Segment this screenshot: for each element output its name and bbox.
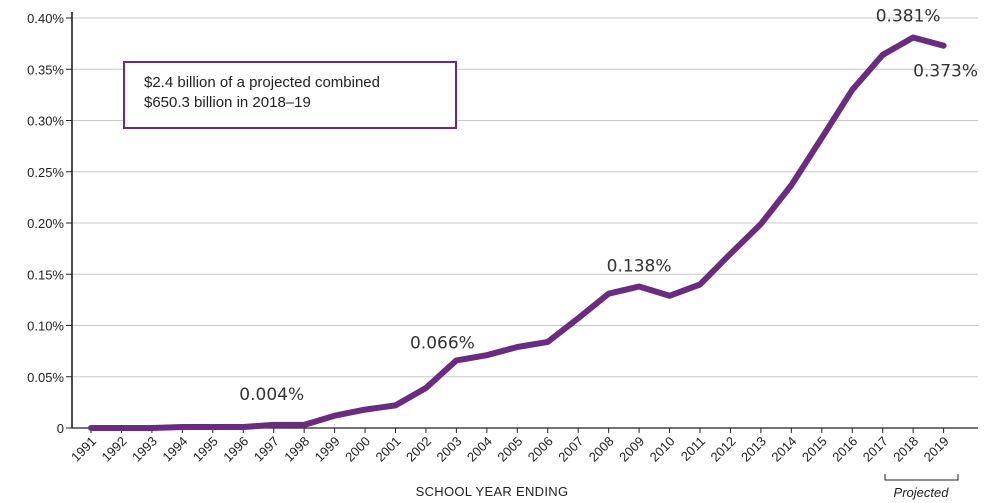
x-tick-label: 1991 xyxy=(68,434,99,465)
y-tick-label: 0.25% xyxy=(27,165,64,180)
x-tick-label: 2005 xyxy=(494,434,525,465)
x-axis-label: SCHOOL YEAR ENDING xyxy=(416,484,569,499)
data-label: 0.373% xyxy=(913,62,978,82)
x-tick-label: 2003 xyxy=(433,434,464,465)
x-tick-label: 2009 xyxy=(616,434,647,465)
y-tick-label: 0.30% xyxy=(27,114,64,129)
y-tick-label: 0.05% xyxy=(27,370,64,385)
callout-box: $2.4 billion of a projected combined $65… xyxy=(123,61,457,129)
y-tick-label: 0.35% xyxy=(27,62,64,77)
x-tick-label: 2004 xyxy=(464,434,495,465)
x-tick-label: 1995 xyxy=(190,434,221,465)
x-tick-label: 2006 xyxy=(525,434,556,465)
data-label: 0.381% xyxy=(876,6,941,26)
x-tick-label: 2010 xyxy=(647,434,678,465)
x-tick-label: 1994 xyxy=(159,434,190,465)
x-tick-label: 2015 xyxy=(799,434,830,465)
x-tick-label: 2012 xyxy=(708,434,739,465)
x-tick-label: 2019 xyxy=(921,434,952,465)
x-tick-label: 1999 xyxy=(312,434,343,465)
callout-line-1: $2.4 billion of a projected combined xyxy=(144,74,380,91)
y-tick-label: 0.15% xyxy=(27,267,64,282)
x-tick-label: 2018 xyxy=(890,434,921,465)
x-tick-label: 2001 xyxy=(373,434,404,465)
series-line xyxy=(88,34,947,431)
x-tick-label: 2016 xyxy=(829,434,860,465)
data-label: 0.004% xyxy=(239,385,304,405)
x-tick-label: 2011 xyxy=(678,434,708,464)
x-tick-label: 1997 xyxy=(251,434,282,465)
data-label: 0.066% xyxy=(410,333,475,353)
callout-line-2: $650.3 billion in 2018–19 xyxy=(144,94,311,111)
projected-bracket xyxy=(884,474,959,481)
y-tick-label: 0.40% xyxy=(27,11,64,26)
x-tick-label: 1992 xyxy=(99,434,130,465)
x-tick-label: 2000 xyxy=(342,434,373,465)
x-tick-label: 2017 xyxy=(860,434,891,465)
x-tick-label: 2013 xyxy=(738,434,769,465)
x-tick-label: 2002 xyxy=(403,434,434,465)
x-axis-ticks: 1991 1992 1993 1994 1995 1996 1997 1998 1999 2000… xyxy=(68,428,952,465)
x-tick-label: 1996 xyxy=(220,434,251,465)
data-label: 0.138% xyxy=(607,257,672,277)
y-tick-label: 0.20% xyxy=(27,216,64,231)
x-tick-label: 2007 xyxy=(555,434,586,465)
y-tick-label: 0.10% xyxy=(27,319,64,334)
y-tick-label: 0 xyxy=(57,421,64,436)
x-tick-label: 2014 xyxy=(768,434,799,465)
annotations: 0.004% 0.066% 0.138% 0.381% 0.373% xyxy=(239,6,978,404)
projected-label: Projected xyxy=(894,485,950,500)
x-tick-label: 1993 xyxy=(129,434,160,465)
y-axis-ticks: 0 0.05% 0.10% 0.15% 0.20% 0.25% 0.30% 0.35% 0.40… xyxy=(27,11,72,436)
x-tick-label: 1998 xyxy=(281,434,312,465)
x-tick-label: 2008 xyxy=(586,434,617,465)
